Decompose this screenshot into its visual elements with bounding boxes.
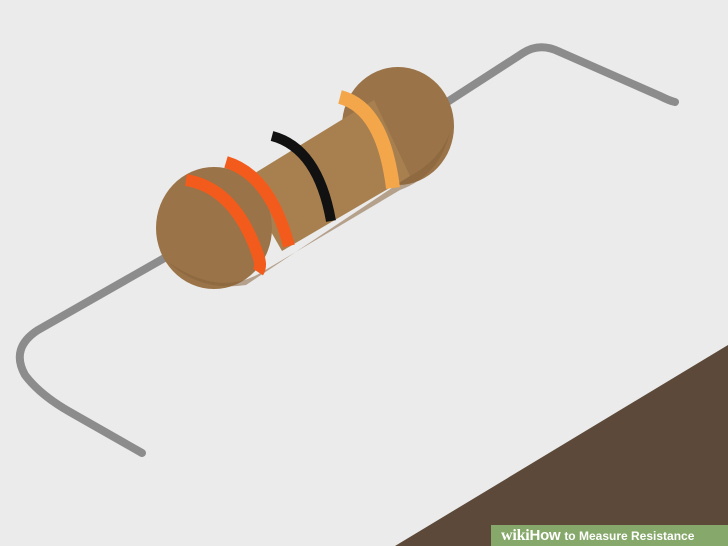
first-band	[184, 174, 266, 276]
watermark-wiki: wiki	[501, 526, 530, 544]
dark-surface	[395, 345, 728, 546]
right-lead	[434, 43, 679, 112]
wikihow-watermark: wiki How to Measure Resistance	[491, 525, 728, 546]
left-end-cap	[156, 167, 272, 289]
tolerance-band	[337, 90, 400, 189]
second-band	[224, 156, 295, 248]
resistor	[156, 67, 454, 289]
multiplier-band	[270, 131, 336, 222]
left-lead	[15, 248, 179, 457]
watermark-banner	[491, 525, 728, 546]
watermark-how: How	[529, 527, 561, 544]
watermark-title: to Measure Resistance	[564, 528, 695, 543]
